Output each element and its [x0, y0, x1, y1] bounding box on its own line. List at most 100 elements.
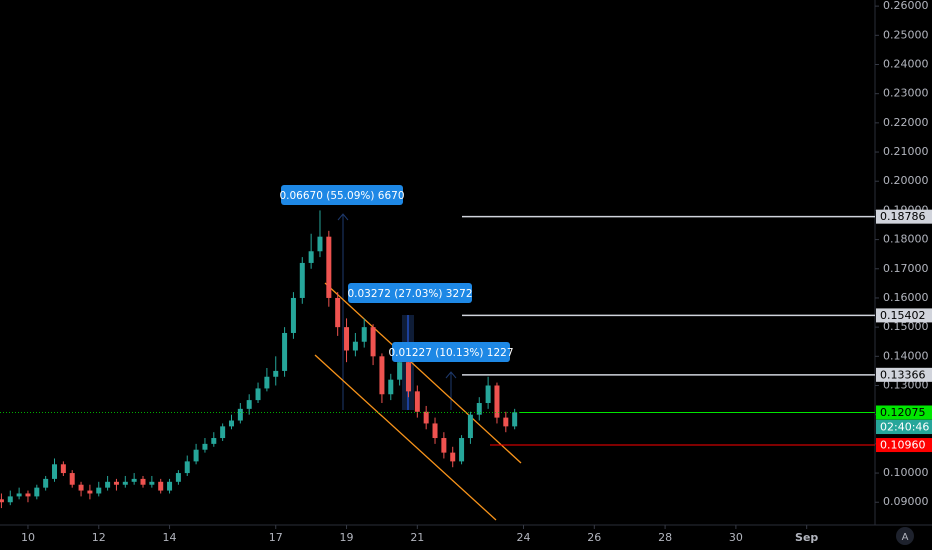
y-tick-label: 0.20000 — [883, 174, 929, 187]
candle-body — [211, 438, 217, 444]
candle-body — [43, 478, 49, 488]
candle-body — [282, 332, 288, 371]
candle-body — [52, 464, 58, 479]
candle-body — [290, 297, 296, 333]
x-tick-label: 10 — [21, 531, 35, 544]
candle-body — [158, 481, 164, 491]
y-tick-label: 0.14000 — [883, 349, 929, 362]
candle-body — [344, 327, 350, 351]
x-tick-label: Sep — [795, 531, 818, 544]
candle-body — [25, 493, 31, 497]
candle-body — [308, 251, 314, 263]
y-tick-label: 0.25000 — [883, 28, 929, 41]
candle-body — [503, 417, 509, 427]
candle-body — [175, 473, 181, 482]
annotation-box — [281, 185, 403, 205]
price-label: 0.10960 — [880, 439, 926, 452]
annotation-text: 0.06670 (55.09%) 6670 — [279, 190, 404, 202]
candle-body — [299, 262, 305, 298]
auto-scale-label[interactable]: A — [902, 532, 909, 543]
y-tick-label: 0.15000 — [883, 320, 929, 333]
candle-body — [16, 493, 22, 497]
candle-body — [441, 438, 447, 453]
candle-body — [237, 408, 243, 421]
candle-body — [414, 391, 420, 412]
x-tick-label: 30 — [729, 531, 743, 544]
candle-body — [450, 452, 456, 462]
x-tick-label: 24 — [517, 531, 531, 544]
auto-scale-button[interactable] — [896, 527, 914, 545]
candle-body — [352, 341, 358, 351]
candle-body — [512, 412, 518, 427]
candle-body — [228, 420, 234, 427]
candle-body — [467, 414, 473, 439]
candle-body — [485, 385, 491, 404]
price-label: 0.12075 — [880, 406, 926, 419]
y-tick-label: 0.24000 — [883, 57, 929, 70]
channel-lower — [314, 354, 497, 521]
x-tick-label: 12 — [92, 531, 106, 544]
price-label: 0.15402 — [880, 309, 926, 322]
candle-body — [149, 481, 155, 485]
annotation-box — [348, 283, 472, 303]
y-tick-label: 0.17000 — [883, 262, 929, 275]
candle-body — [220, 426, 226, 439]
candle-body — [432, 423, 438, 439]
candle-body — [246, 400, 252, 409]
y-tick-label: 0.23000 — [883, 87, 929, 100]
y-tick-label: 0.16000 — [883, 291, 929, 304]
y-tick-label: 0.21000 — [883, 145, 929, 158]
candle-body — [264, 376, 270, 389]
candle-body — [0, 499, 4, 503]
price-label: 0.18786 — [880, 210, 926, 223]
candle-body — [184, 461, 190, 474]
candle-body — [69, 473, 75, 485]
measure-arrow-head — [337, 213, 349, 221]
price-label-bg — [876, 438, 932, 453]
candle-body — [34, 487, 40, 497]
annotation-box — [392, 342, 510, 362]
y-tick-label: 0.22000 — [883, 116, 929, 129]
candle-body — [379, 356, 385, 395]
x-tick-label: 21 — [410, 531, 424, 544]
candle-body — [255, 388, 261, 401]
candle-body — [167, 481, 173, 491]
x-tick-label: 17 — [269, 531, 283, 544]
y-tick-label: 0.09000 — [883, 495, 929, 508]
candle-body — [335, 297, 341, 328]
candle-body — [361, 327, 367, 342]
x-tick-label: 28 — [658, 531, 672, 544]
candle-body — [131, 478, 137, 482]
price-label-bg — [876, 209, 932, 224]
channel-upper — [324, 282, 522, 464]
price-label-bg — [876, 367, 932, 382]
y-tick-label: 0.26000 — [883, 0, 929, 12]
candle-body — [113, 481, 119, 485]
x-tick-label: 26 — [587, 531, 601, 544]
candle-body — [388, 379, 394, 395]
candle-body — [202, 443, 208, 450]
candle-body — [60, 464, 66, 474]
candle-body — [105, 481, 111, 488]
candle-body — [96, 487, 102, 494]
countdown-bg — [876, 420, 932, 435]
candle-body — [459, 438, 465, 462]
price-label: 0.13366 — [880, 368, 926, 381]
price-label-bg — [876, 405, 932, 420]
candle-body — [494, 385, 500, 418]
measure-arrow-head — [445, 371, 457, 379]
candle-body — [193, 449, 199, 462]
x-tick-label: 14 — [163, 531, 177, 544]
candle-body — [122, 481, 128, 485]
candle-body — [423, 411, 429, 424]
y-tick-label: 0.18000 — [883, 233, 929, 246]
price-label-bg — [876, 308, 932, 323]
candle-body — [140, 478, 146, 485]
candle-body — [326, 236, 332, 298]
candle-body — [405, 362, 411, 392]
candle-body — [7, 496, 13, 503]
annotation-text: 0.03272 (27.03%) 3272 — [347, 288, 472, 300]
